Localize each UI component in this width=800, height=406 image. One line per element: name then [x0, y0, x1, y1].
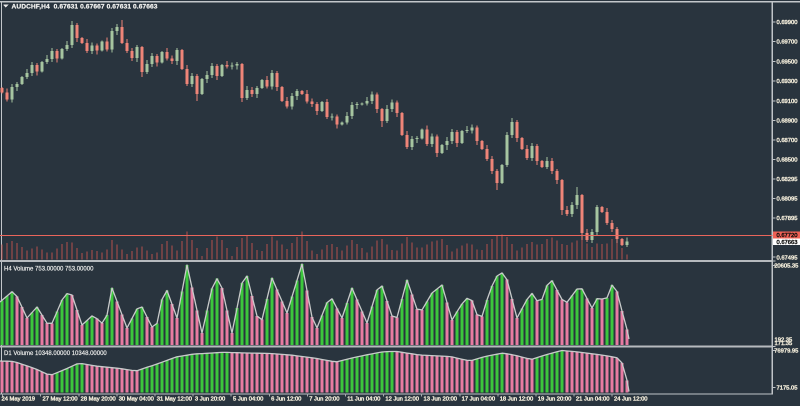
svg-text:0.68700: 0.68700	[777, 138, 798, 144]
svg-text:AUDCHF,H4 0.67631 0.67667 0.6: AUDCHF,H4 0.67631 0.67667 0.67631 0.6766…	[12, 4, 158, 11]
svg-text:0.69700: 0.69700	[777, 40, 798, 46]
svg-text:0.69500: 0.69500	[777, 59, 798, 65]
svg-text:24 May 2019: 24 May 2019	[2, 397, 36, 403]
svg-text:31 May 12:00: 31 May 12:00	[157, 397, 192, 403]
svg-text:30 May 04:00: 30 May 04:00	[119, 397, 154, 403]
svg-text:21 Jun 04:00: 21 Jun 04:00	[576, 397, 610, 403]
svg-text:17 Jun 04:00: 17 Jun 04:00	[462, 397, 496, 403]
svg-text:7 Jun 20:00: 7 Jun 20:00	[309, 397, 339, 403]
svg-text:0.68095: 0.68095	[777, 196, 798, 202]
svg-text:192.35: 192.35	[775, 337, 793, 343]
svg-text:0.69900: 0.69900	[777, 20, 798, 26]
svg-text:171.35: 171.35	[775, 341, 793, 347]
svg-text:13 Jun 20:00: 13 Jun 20:00	[424, 397, 458, 403]
svg-text:27 May 12:00: 27 May 12:00	[43, 397, 78, 403]
svg-text:0.68900: 0.68900	[777, 119, 798, 125]
svg-text:18 Jun 12:00: 18 Jun 12:00	[500, 397, 534, 403]
svg-text:11 Jun 04:00: 11 Jun 04:00	[347, 397, 380, 403]
svg-text:0.68500: 0.68500	[777, 157, 798, 163]
svg-text:7175.05: 7175.05	[777, 386, 798, 392]
svg-text:D1 Volume 10348.00000 10348.00: D1 Volume 10348.00000 10348.00000	[4, 351, 107, 357]
svg-text:0.67495: 0.67495	[777, 255, 798, 261]
svg-text:3 Jun 20:00: 3 Jun 20:00	[195, 397, 225, 403]
svg-text:6 Jun 12:00: 6 Jun 12:00	[271, 397, 301, 403]
svg-text:0.69300: 0.69300	[777, 79, 798, 85]
svg-text:12 Jun 12:00: 12 Jun 12:00	[385, 397, 419, 403]
svg-text:5 Jun 04:00: 5 Jun 04:00	[233, 397, 263, 403]
svg-text:24 Jun 12:00: 24 Jun 12:00	[614, 397, 648, 403]
svg-text:0.67720: 0.67720	[777, 233, 798, 239]
svg-text:H4 Volume 753.00000 753.00000: H4 Volume 753.00000 753.00000	[4, 266, 94, 272]
svg-text:28 May 20:00: 28 May 20:00	[81, 397, 116, 403]
svg-text:20605.35: 20605.35	[774, 264, 798, 270]
svg-text:0.67895: 0.67895	[777, 216, 798, 222]
svg-text:0.67663: 0.67663	[777, 240, 798, 246]
svg-text:0.69100: 0.69100	[777, 99, 798, 105]
svg-text:19 Jun 20:00: 19 Jun 20:00	[538, 397, 572, 403]
svg-text:0.68295: 0.68295	[777, 177, 798, 183]
svg-text:76979.95: 76979.95	[774, 349, 798, 355]
